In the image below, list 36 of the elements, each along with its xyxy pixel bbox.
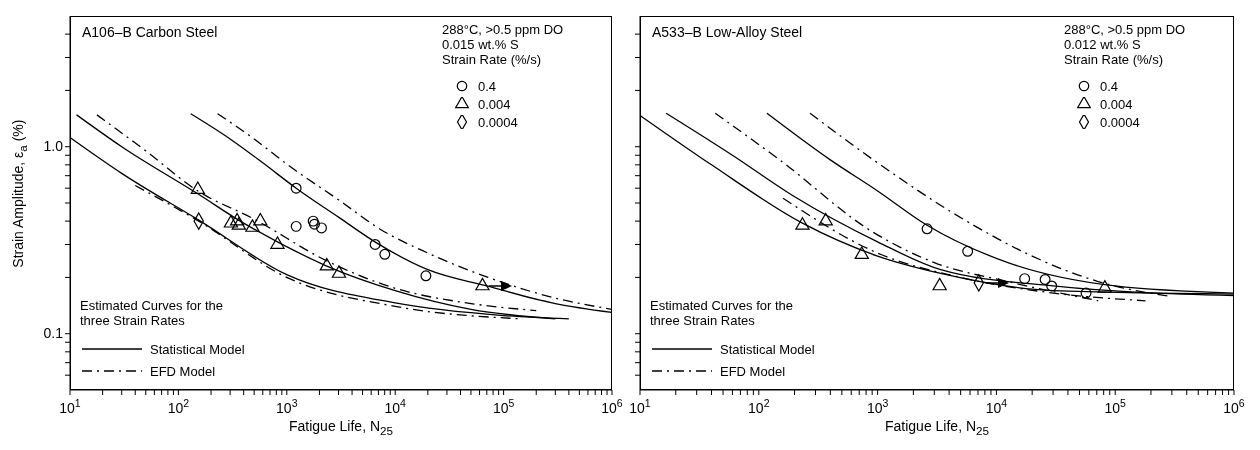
legend-title: Strain Rate (%/s) <box>442 52 542 67</box>
legend-label: 0.0004 <box>1100 114 1140 130</box>
legend-label: EFD Model <box>720 363 786 379</box>
legend-label: EFD Model <box>150 363 216 379</box>
x-tick-label: 10$^{4}$ <box>384 397 407 416</box>
x-axis-title: Fatigue Life, N$_{25}$ <box>288 418 394 437</box>
x-tick-label: 10$^{1}$ <box>629 397 651 416</box>
annotation: 0.015 wt.% S <box>442 37 520 52</box>
x-tick-label: 10$^{3}$ <box>866 397 889 416</box>
legend-label: 0.004 <box>1100 96 1133 112</box>
y-tick-label: 0.1 <box>43 324 64 341</box>
annotation: Estimated Curves for the three Strain Rates <box>650 298 795 328</box>
legend-label: 0.4 <box>1100 78 1119 94</box>
legend-label: Statistical Model <box>720 341 815 357</box>
x-axis-title: Fatigue Life, N$_{25}$ <box>884 418 990 437</box>
legend-label: 0.0004 <box>478 114 518 130</box>
x-tick-label: 10$^{5}$ <box>1104 397 1127 416</box>
legend-label: 0.004 <box>478 96 511 112</box>
annotation: 0.012 wt.% S <box>1064 37 1142 52</box>
x-tick-label: 10$^{6}$ <box>1223 397 1245 416</box>
x-tick-label: 10$^{1}$ <box>59 397 81 416</box>
text: A533–B Low-Alloy Steel <box>652 24 803 40</box>
x-tick-label: 10$^{4}$ <box>985 397 1008 416</box>
annotation: 288°C, >0.5 ppm DO <box>1064 22 1187 37</box>
x-tick-label: 10$^{2}$ <box>167 397 190 416</box>
legend-label: Statistical Model <box>150 341 245 357</box>
x-tick-label: 10$^{5}$ <box>492 397 515 416</box>
text: A106–B Carbon Steel <box>82 24 218 40</box>
annotation: Estimated Curves for the three Strain Rates <box>80 298 225 328</box>
x-tick-label: 10$^{3}$ <box>276 397 298 416</box>
x-tick-label: 10$^{2}$ <box>748 397 770 416</box>
annotation: 288°C, >0.5 ppm DO <box>442 22 565 37</box>
y-tick-label: 1.0 <box>43 137 64 154</box>
legend-label: 0.4 <box>478 78 497 94</box>
x-tick-label: 10$^{6}$ <box>601 397 623 416</box>
legend-title: Strain Rate (%/s) <box>1064 52 1164 67</box>
